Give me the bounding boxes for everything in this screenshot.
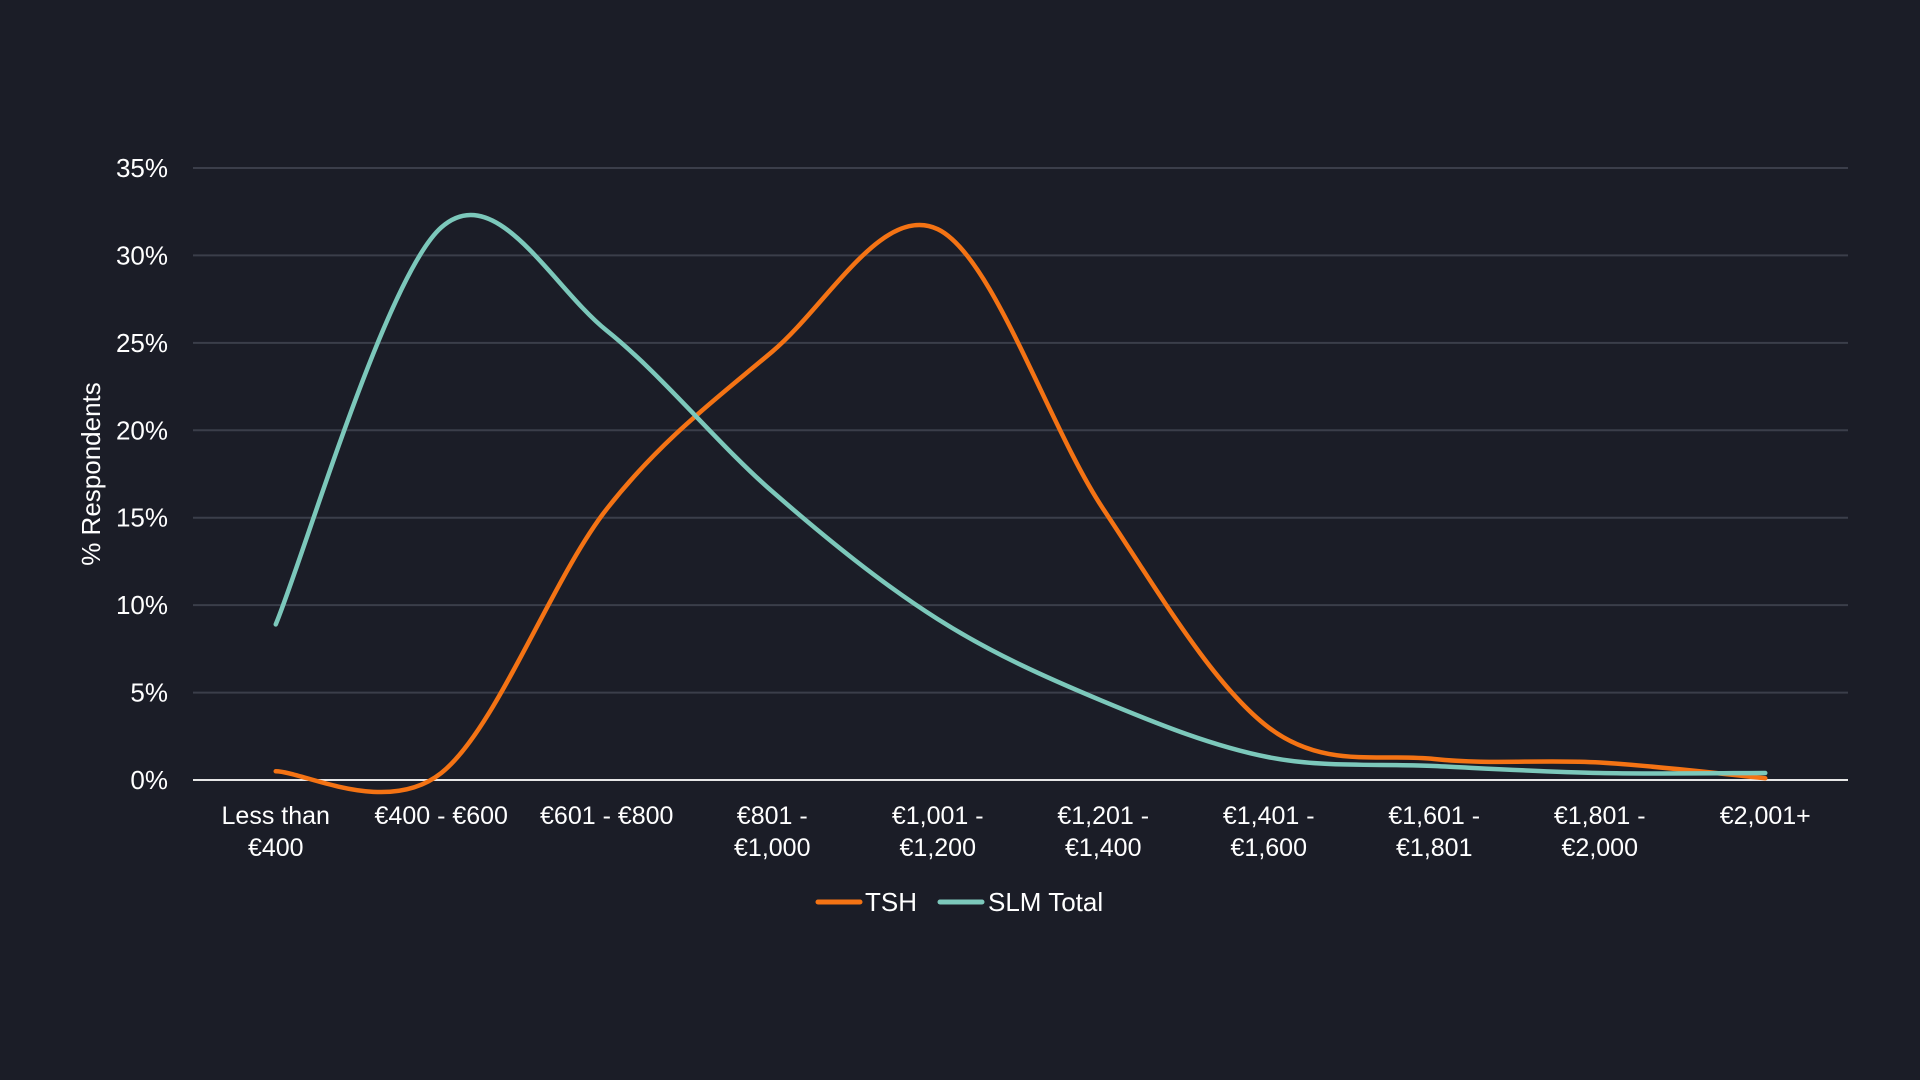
- y-tick-label: 25%: [116, 328, 168, 358]
- x-category-label: €1,201 -€1,400: [1057, 802, 1149, 862]
- legend-label-slm-total: SLM Total: [988, 887, 1103, 917]
- series-line-tsh: [273, 222, 1768, 795]
- x-category-label: €1,401 -€1,600: [1223, 802, 1315, 862]
- gridlines: [193, 167, 1848, 694]
- y-tick-label: 15%: [116, 503, 168, 533]
- y-tick-label: 5%: [130, 678, 168, 708]
- y-tick-label: 30%: [116, 240, 168, 270]
- x-category-label: €2,001+: [1720, 802, 1811, 830]
- legend: TSH SLM Total: [815, 887, 1103, 917]
- y-tick-label: 20%: [116, 415, 168, 445]
- x-category-label: €1,601 -€1,801: [1388, 802, 1480, 862]
- y-axis-title: % Respondents: [76, 382, 106, 566]
- x-category-label: €801 -€1,000: [734, 802, 810, 862]
- y-axis-ticks: 0% 5% 10% 15% 20% 25% 30% 35%: [116, 153, 168, 795]
- y-tick-label: 10%: [116, 590, 168, 620]
- x-category-label: €1,801 -€2,000: [1554, 802, 1646, 862]
- y-tick-label: 35%: [116, 153, 168, 183]
- y-tick-label: 0%: [130, 765, 168, 795]
- legend-label-tsh: TSH: [865, 887, 917, 917]
- x-axis-categories: Less than €400 €400 - €600 €601 - €800 €801 …: [222, 802, 1811, 862]
- x-category-label: €1,001 -€1,200: [892, 802, 984, 862]
- x-category-label: Less than €400: [222, 802, 330, 862]
- x-category-label: €400 - €600: [375, 802, 508, 830]
- series-lines: [273, 212, 1768, 795]
- series-line-slm-total: [273, 212, 1768, 776]
- x-category-label: €601 - €800: [540, 802, 673, 830]
